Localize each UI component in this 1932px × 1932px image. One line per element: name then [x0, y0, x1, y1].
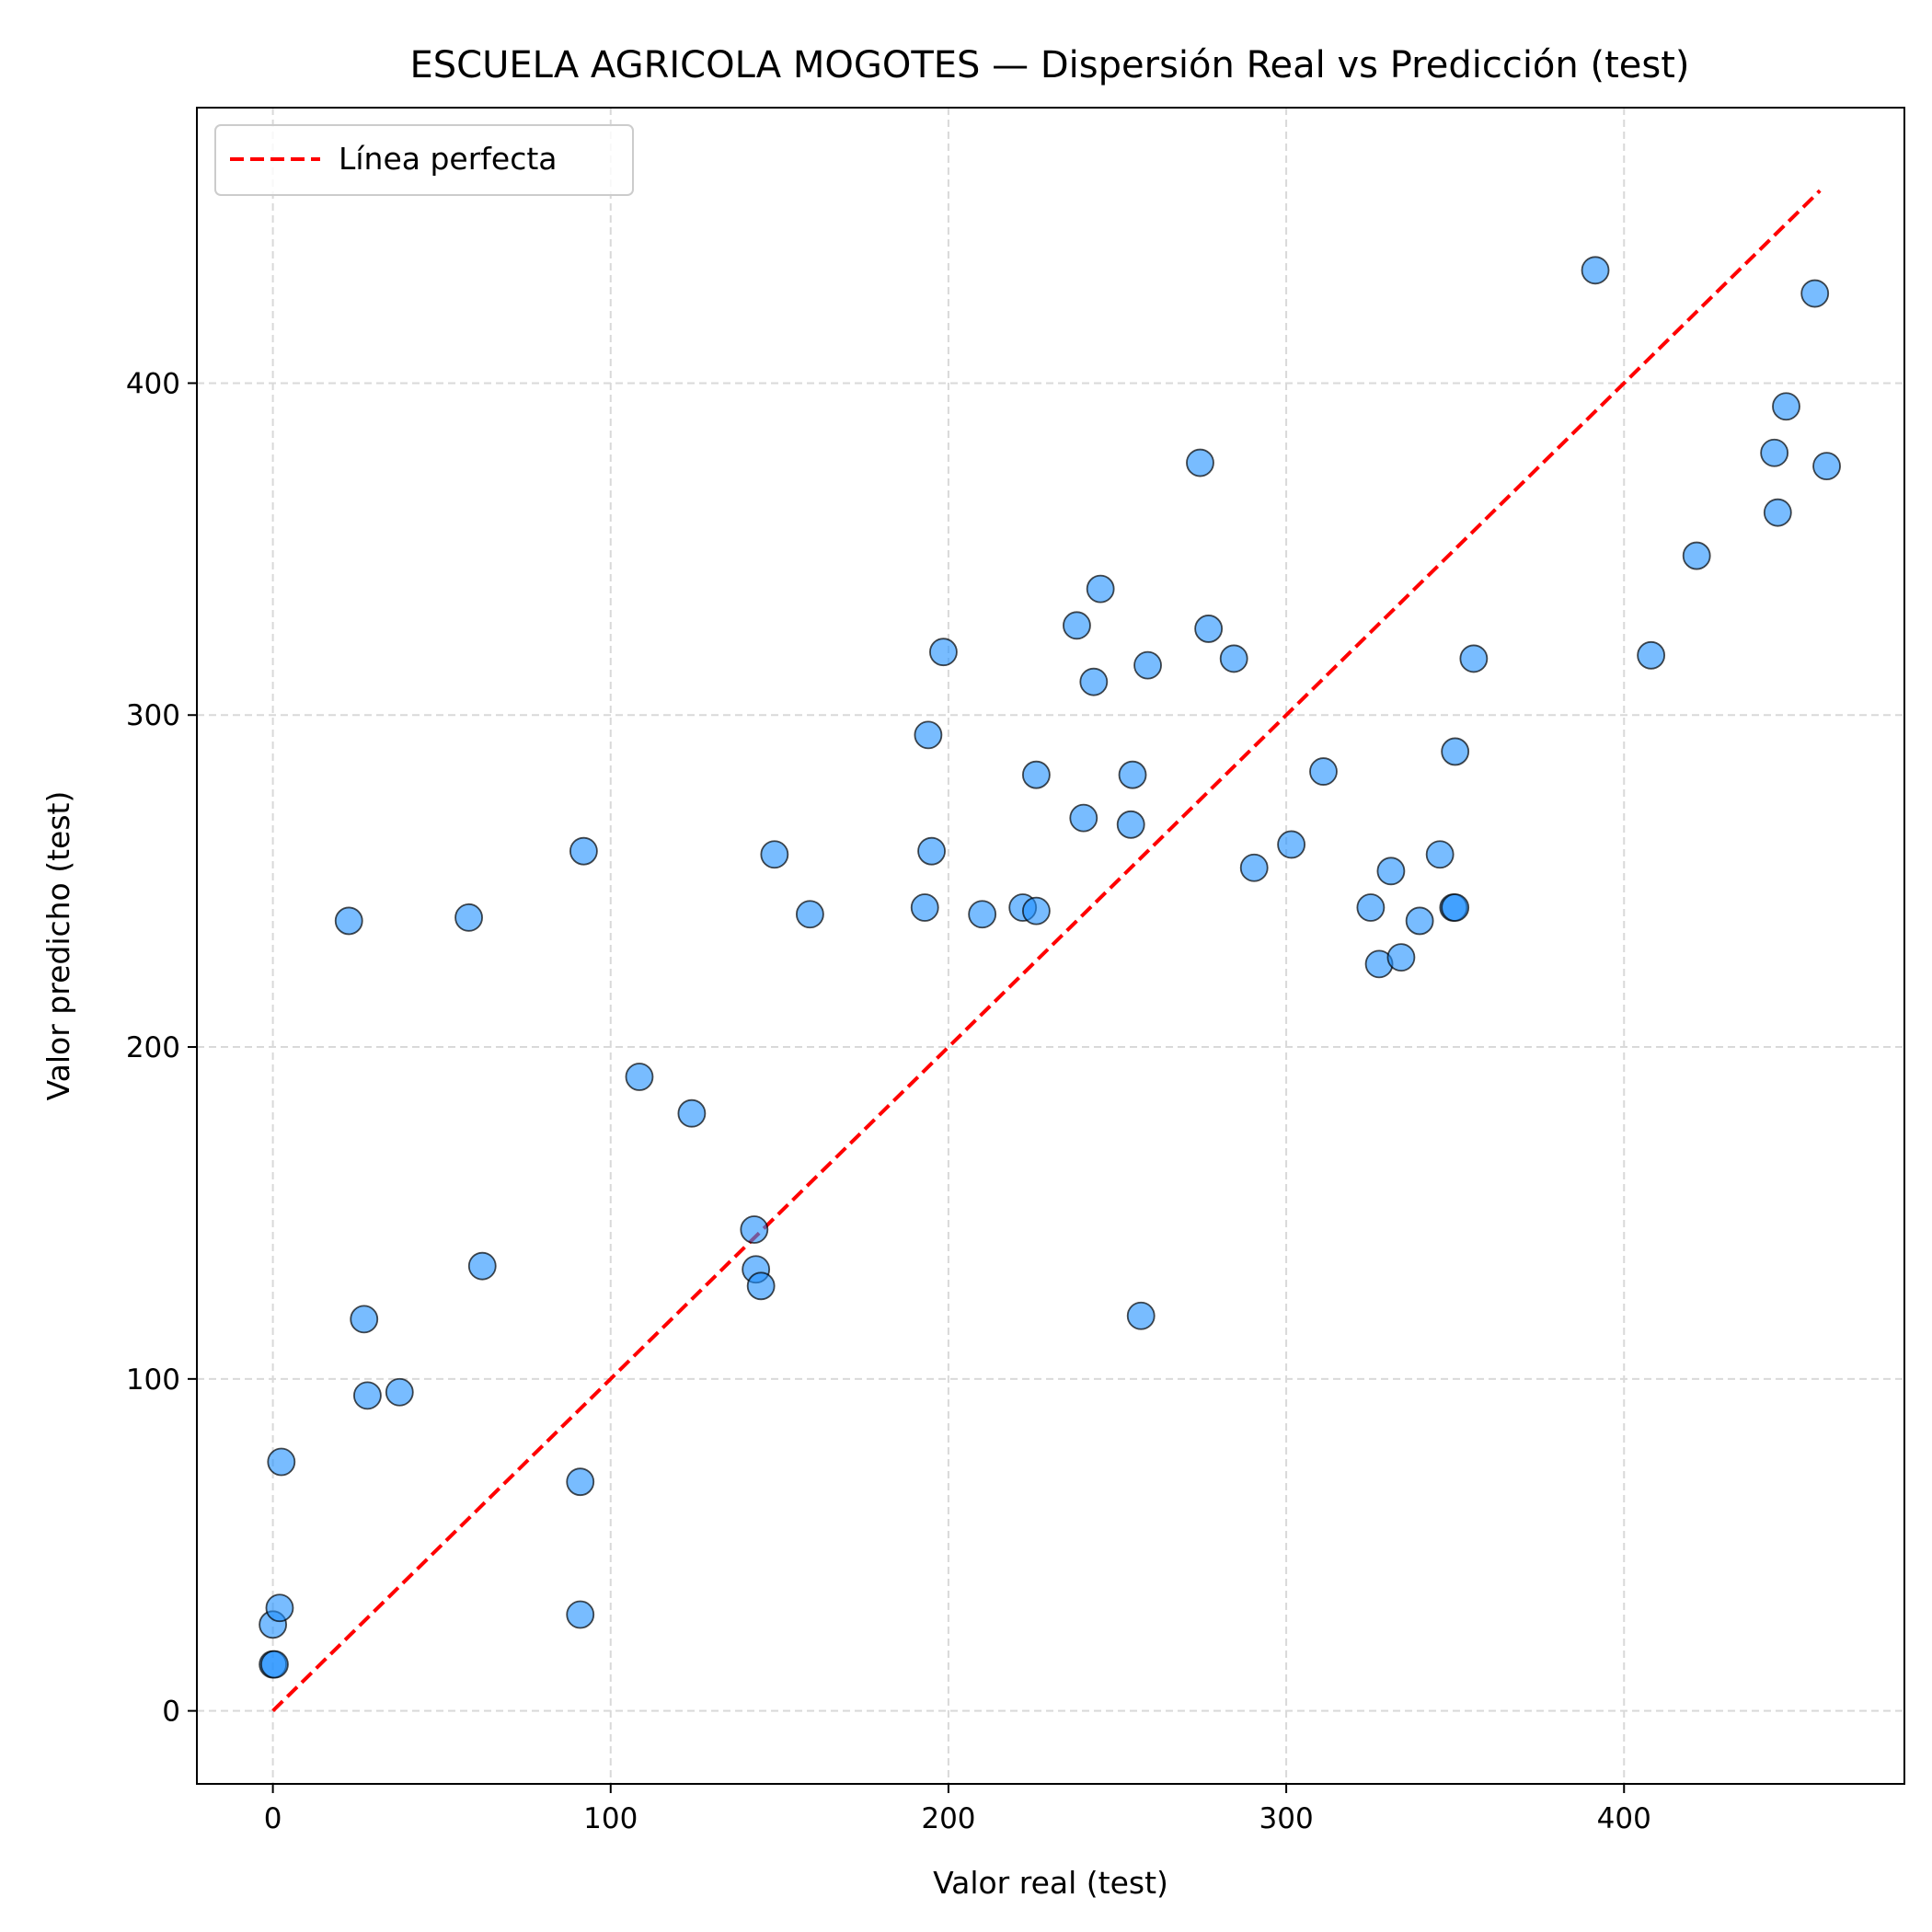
scatter-point: [267, 1447, 296, 1477]
scatter-point: [1405, 906, 1434, 936]
scatter-point: [566, 1467, 595, 1497]
scatter-point: [968, 900, 997, 929]
scatter-point: [385, 1377, 414, 1407]
scatter-point: [467, 1251, 497, 1281]
scatter-point: [1133, 650, 1162, 680]
grid-lines: [197, 108, 1904, 1784]
scatter-point: [1772, 392, 1800, 421]
x-tick-label: 400: [1597, 1802, 1651, 1835]
scatter-point: [910, 893, 939, 922]
scatter-point: [1309, 757, 1338, 786]
scatter-point: [746, 1271, 776, 1301]
scatter-point: [1063, 611, 1091, 640]
scatter-point: [260, 1650, 289, 1679]
x-tick-label: 300: [1259, 1802, 1314, 1835]
y-tick-label: 200: [126, 1031, 180, 1064]
legend: Línea perfecta: [214, 124, 634, 196]
scatter-point: [740, 1215, 769, 1244]
scatter-point: [1118, 760, 1147, 789]
scatter-point: [1459, 644, 1489, 673]
scatter-point: [569, 836, 598, 866]
scatter-point: [1194, 615, 1224, 643]
scatter-point: [1021, 896, 1051, 926]
scatter-point: [1386, 943, 1416, 972]
scatter-point: [1682, 541, 1711, 570]
scatter-point: [1763, 498, 1792, 527]
scatter-point: [1186, 448, 1214, 477]
scatter-point: [353, 1381, 382, 1410]
scatter-points: [259, 256, 1841, 1679]
scatter-point: [929, 638, 958, 667]
scatter-point: [1376, 857, 1406, 886]
scatter-point: [1581, 256, 1610, 285]
scatter-point: [1760, 438, 1789, 467]
scatter-point: [454, 903, 483, 932]
scatter-point: [1021, 760, 1051, 789]
scatter-point: [334, 906, 363, 936]
scatter-point: [795, 900, 824, 929]
scatter-point: [1812, 452, 1841, 481]
scatter-point: [566, 1600, 595, 1629]
plot-frame: [196, 107, 1905, 1785]
y-tick-label: 400: [126, 367, 180, 400]
scatter-point: [1800, 279, 1830, 308]
chart-title: ESCUELA AGRICOLA MOGOTES — Dispersión Re…: [410, 44, 1690, 86]
scatter-point: [1441, 893, 1470, 922]
x-axis-label: Valor real (test): [933, 1865, 1168, 1901]
y-axis-label: Valor predicho (test): [40, 791, 76, 1101]
x-tick-label: 0: [264, 1802, 282, 1835]
scatter-point: [265, 1593, 294, 1623]
scatter-point: [1239, 853, 1269, 882]
legend-box: [214, 124, 634, 196]
scatter-point: [917, 836, 946, 866]
scatter-point: [1356, 893, 1386, 922]
scatter-point: [1126, 1301, 1156, 1330]
legend-label: Línea perfecta: [339, 141, 558, 177]
scatter-point: [1069, 803, 1098, 833]
scatter-point: [1219, 644, 1248, 673]
perfect-line-layer: [271, 189, 1822, 1713]
scatter-point: [1086, 574, 1115, 604]
scatter-point: [1637, 640, 1666, 670]
scatter-point: [1079, 667, 1109, 696]
scatter-point: [625, 1063, 654, 1091]
scatter-point: [1425, 840, 1455, 869]
x-tick-label: 200: [921, 1802, 975, 1835]
plot-area: [196, 107, 1905, 1785]
scatter-point: [760, 840, 789, 869]
scatter-point: [914, 720, 943, 750]
y-tick-label: 100: [126, 1363, 180, 1397]
scatter-point: [1441, 737, 1470, 766]
x-tick-label: 100: [583, 1802, 638, 1835]
y-tick-label: 0: [162, 1696, 180, 1729]
y-tick-label: 300: [126, 699, 180, 732]
scatter-point: [350, 1305, 379, 1334]
perfect-line: [271, 189, 1822, 1713]
y-axis: 0 100 200 300 400: [126, 367, 197, 1729]
scatter-point: [677, 1098, 707, 1128]
x-axis: 0 100 200 300 400: [264, 1784, 1651, 1835]
scatter-point: [1277, 830, 1306, 859]
scatter-point: [1116, 810, 1145, 839]
